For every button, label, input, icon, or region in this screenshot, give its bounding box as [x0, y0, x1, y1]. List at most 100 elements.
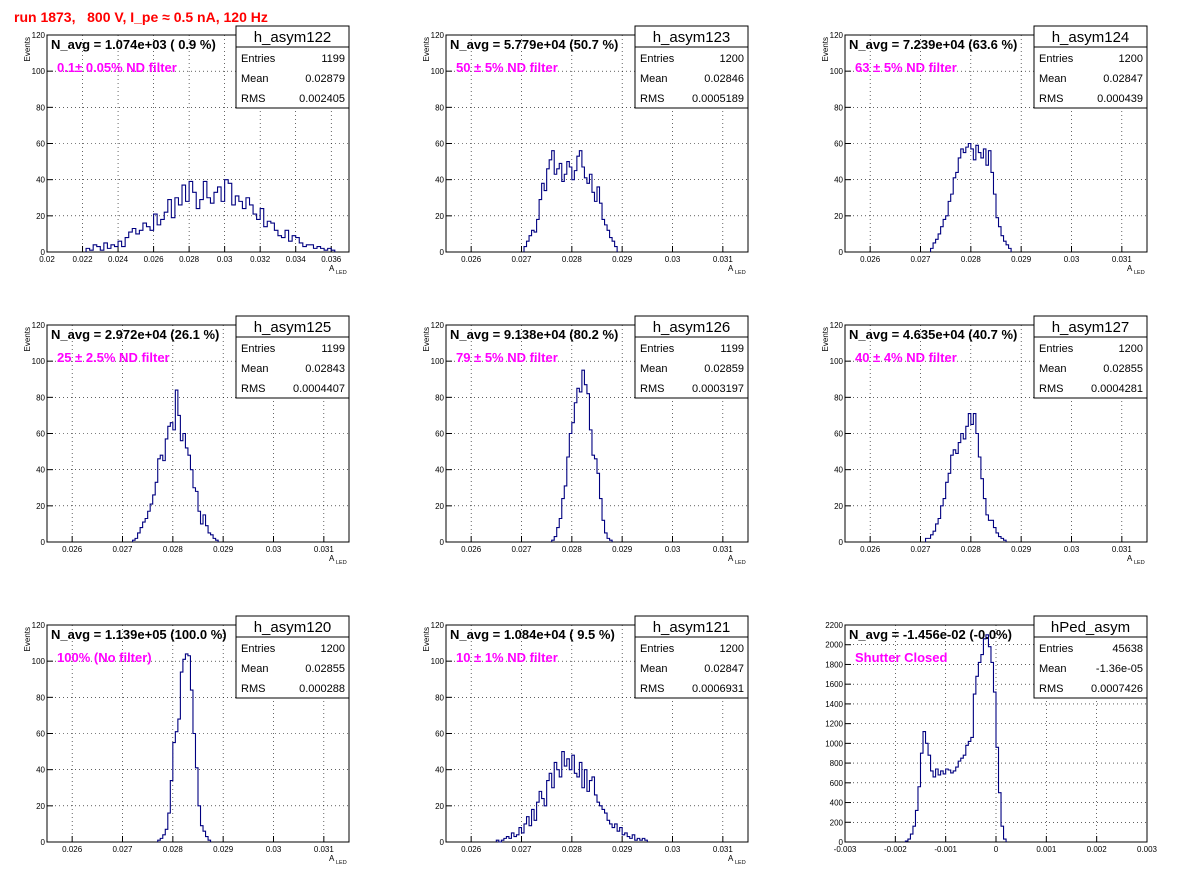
- navg-annotation: N_avg = 1.084e+04 ( 9.5 %): [450, 627, 615, 642]
- x-tick-label: 0.024: [108, 255, 129, 264]
- x-tick-label: 0.031: [314, 845, 335, 854]
- y-tick-label: 20: [834, 502, 843, 511]
- x-axis-label: A: [329, 854, 335, 863]
- stats-label: RMS: [241, 683, 265, 695]
- y-tick-label: 80: [36, 393, 45, 402]
- x-axis-label-sub: LED: [735, 270, 746, 276]
- x-tick-label: 0.028: [179, 255, 200, 264]
- x-axis-label: A: [728, 554, 734, 563]
- y-tick-label: 40: [435, 176, 444, 185]
- stats-title: h_asym127: [1052, 319, 1130, 336]
- x-tick-label: 0.026: [860, 255, 881, 264]
- y-axis-label: Events: [422, 37, 431, 61]
- y-tick-label: 0: [839, 538, 844, 547]
- x-tick-label: 0.031: [713, 255, 734, 264]
- x-tick-label: 0.027: [511, 255, 532, 264]
- x-tick-label: 0.027: [112, 545, 133, 554]
- filter-annotation: 0.1± 0.05% ND filter: [57, 60, 177, 75]
- y-tick-label: 80: [834, 103, 843, 112]
- x-tick-label: 0.031: [713, 545, 734, 554]
- stats-value: 0.000439: [1097, 93, 1143, 105]
- stats-label: RMS: [640, 93, 664, 105]
- x-tick-label: 0.026: [860, 545, 881, 554]
- x-tick-label: 0.029: [612, 255, 633, 264]
- y-tick-label: 40: [36, 766, 45, 775]
- x-tick-label: 0.026: [461, 845, 482, 854]
- stats-value: 0.02843: [305, 363, 345, 375]
- stats-label: Entries: [1039, 343, 1074, 355]
- x-tick-label: 0.028: [163, 845, 184, 854]
- stats-title: h_asym120: [254, 619, 332, 636]
- x-tick-label: 0.026: [144, 255, 165, 264]
- navg-annotation: N_avg = 1.074e+03 ( 0.9 %): [51, 37, 216, 52]
- stats-label: RMS: [241, 93, 265, 105]
- y-tick-label: 20: [36, 212, 45, 221]
- y-axis-label: Events: [23, 627, 32, 651]
- x-tick-label: 0.026: [62, 845, 83, 854]
- stats-box: [634, 315, 749, 399]
- y-tick-label: 100: [32, 67, 46, 76]
- stats-value: 0.000288: [299, 683, 345, 695]
- y-axis-label: Events: [23, 327, 32, 351]
- stats-value: 0.02847: [1103, 73, 1143, 85]
- y-tick-label: 20: [435, 502, 444, 511]
- y-tick-label: 20: [36, 502, 45, 511]
- stats-label: RMS: [640, 683, 664, 695]
- x-axis-label-sub: LED: [336, 270, 347, 276]
- stats-value: 1200: [720, 53, 744, 65]
- histogram-series: [132, 389, 219, 542]
- histogram-series: [930, 142, 1012, 252]
- stats-value: 0.02846: [704, 73, 744, 85]
- x-tick-label: 0.003: [1137, 845, 1158, 854]
- stats-value: 45638: [1112, 643, 1143, 655]
- y-axis-label: Events: [821, 327, 830, 351]
- histogram-panel-h_asym124: 0.026 0.027 0.028 0.029 0.03 0.031 0 20 40 60 80 10…: [821, 25, 1148, 276]
- y-tick-label: 80: [435, 693, 444, 702]
- y-tick-label: 600: [830, 779, 844, 788]
- y-tick-label: 1800: [825, 660, 843, 669]
- histogram-series: [85, 179, 336, 252]
- y-tick-label: 100: [830, 67, 844, 76]
- stats-label: Entries: [1039, 643, 1074, 655]
- x-axis-label: A: [329, 554, 335, 563]
- y-tick-label: 100: [431, 67, 445, 76]
- x-tick-label: 0.034: [286, 255, 307, 264]
- y-tick-label: 120: [32, 321, 46, 330]
- x-tick-label: 0.026: [461, 545, 482, 554]
- y-tick-label: 0: [41, 538, 46, 547]
- x-axis-label: A: [1127, 264, 1133, 273]
- stats-value: 1200: [1119, 53, 1143, 65]
- stats-label: Entries: [1039, 53, 1074, 65]
- y-tick-label: 80: [435, 103, 444, 112]
- x-tick-label: 0.03: [1064, 255, 1080, 264]
- stats-label: RMS: [241, 383, 265, 395]
- y-tick-label: 100: [431, 357, 445, 366]
- y-tick-label: 0: [440, 538, 445, 547]
- stats-label: Mean: [1039, 73, 1067, 85]
- stats-title: h_asym126: [653, 319, 731, 336]
- y-tick-label: 120: [830, 321, 844, 330]
- y-tick-label: 120: [431, 31, 445, 40]
- stats-value: 0.002405: [299, 93, 345, 105]
- y-tick-label: 60: [834, 140, 843, 149]
- x-tick-label: 0.022: [73, 255, 94, 264]
- stats-title: h_asym121: [653, 619, 731, 636]
- y-axis-label: Events: [422, 627, 431, 651]
- y-tick-label: 120: [32, 621, 46, 630]
- stats-label: Entries: [640, 643, 675, 655]
- stats-value: 0.02855: [305, 663, 345, 675]
- y-tick-label: 80: [834, 393, 843, 402]
- x-axis-label: A: [728, 854, 734, 863]
- y-tick-label: 0: [41, 838, 46, 847]
- stats-value: 0.0006931: [692, 683, 744, 695]
- stats-value: 1199: [321, 53, 345, 65]
- x-tick-label: 0.029: [213, 845, 234, 854]
- y-tick-label: 120: [431, 621, 445, 630]
- y-tick-label: 0: [440, 838, 445, 847]
- stats-box: [1033, 615, 1148, 699]
- x-tick-label: 0.029: [612, 545, 633, 554]
- stats-value: 0.0004281: [1091, 383, 1143, 395]
- x-tick-label: -0.002: [884, 845, 907, 854]
- x-axis-label: A: [1127, 554, 1133, 563]
- stats-box: [1033, 25, 1148, 109]
